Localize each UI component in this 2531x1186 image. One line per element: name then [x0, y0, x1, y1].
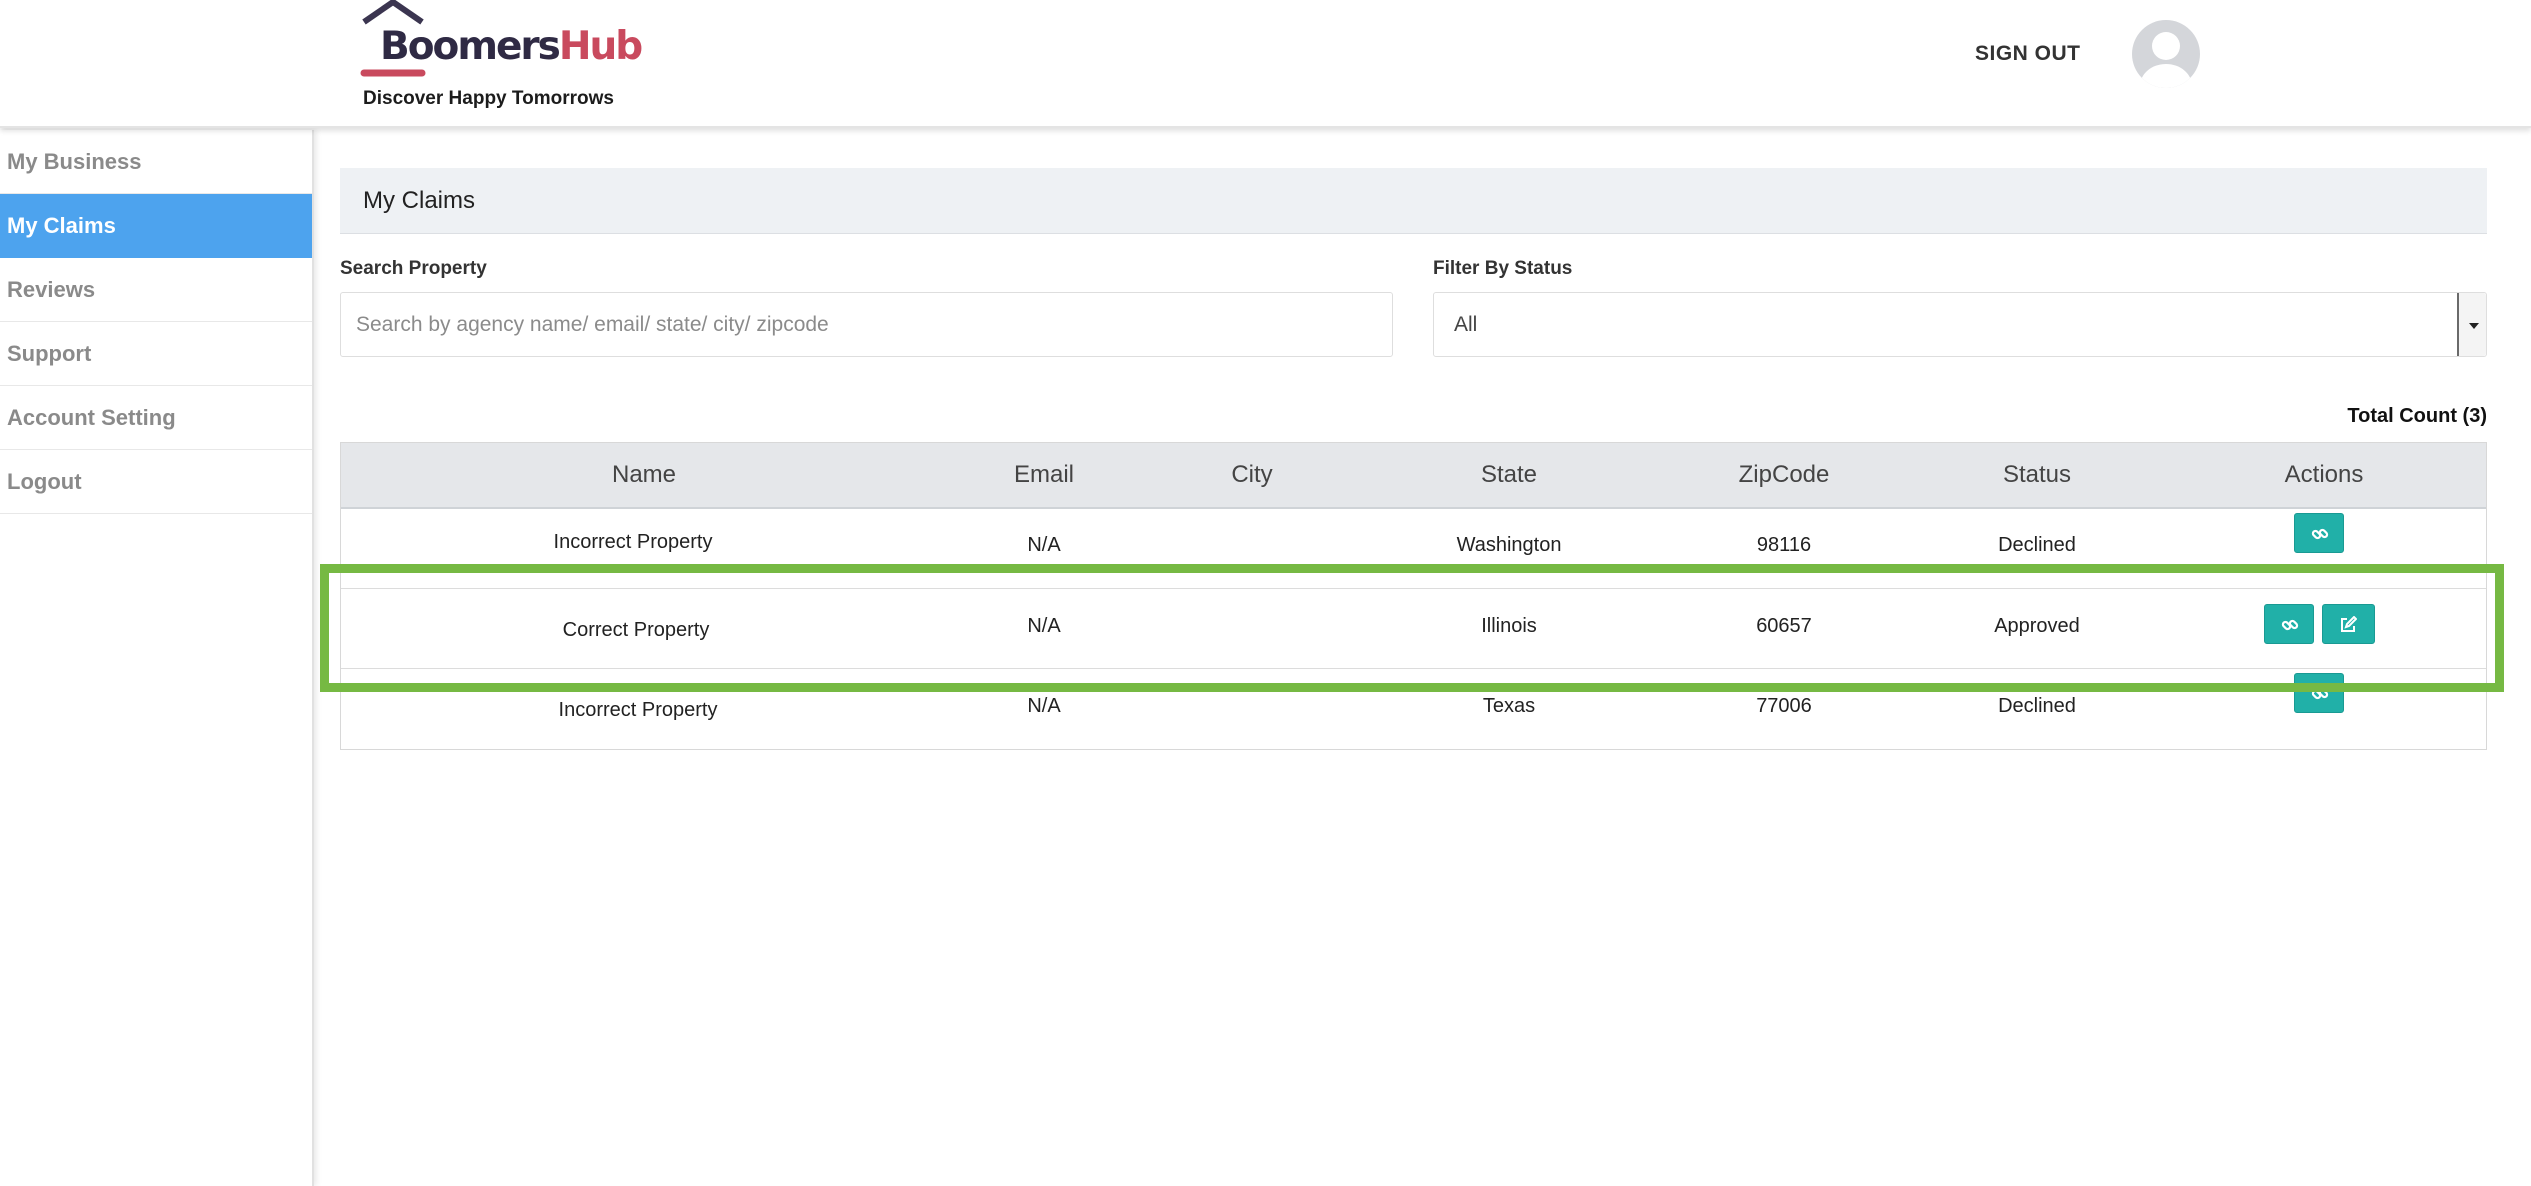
sidebar-item-my-business[interactable]: My Business	[0, 130, 312, 194]
tagline: Discover Happy Tomorrows	[363, 88, 614, 109]
sign-out-button[interactable]: SIGN OUT	[1975, 42, 2081, 65]
logo-text-accent: Hub	[558, 24, 643, 69]
sidebar-item-reviews[interactable]: Reviews	[0, 258, 312, 322]
cell-state: Washington	[1456, 534, 1562, 556]
cell-status: Declined	[1998, 534, 2076, 556]
claims-table: Name Email City State ZipCode Status Act…	[340, 442, 2487, 750]
link-button[interactable]	[2264, 604, 2314, 644]
link-button[interactable]	[2294, 513, 2344, 553]
status-filter-value: All	[1454, 313, 1478, 336]
column-header-zipcode[interactable]: ZipCode	[1738, 461, 1830, 488]
filter-label: Filter By Status	[1433, 258, 1573, 279]
column-header-city[interactable]: City	[1231, 461, 1273, 488]
link-button[interactable]	[2294, 673, 2344, 713]
house-icon	[360, 0, 426, 77]
total-count: Total Count (3)	[2347, 405, 2487, 427]
sidebar-item-support[interactable]: Support	[0, 322, 312, 386]
logo-text-main: Boomers	[380, 24, 561, 69]
search-label: Search Property	[340, 258, 487, 279]
column-header-state[interactable]: State	[1480, 461, 1538, 488]
logo-wordmark: BoomersHub	[380, 24, 643, 69]
search-input[interactable]	[340, 292, 1393, 357]
sidebar-item-logout[interactable]: Logout	[0, 450, 312, 514]
link-icon	[2311, 688, 2329, 700]
sidebar-item-my-claims[interactable]: My Claims	[0, 194, 312, 258]
page-title: My Claims	[363, 187, 475, 214]
link-icon	[2281, 619, 2299, 631]
caret-down-icon[interactable]	[2457, 293, 2486, 356]
top-header: BoomersHub Discover Happy Tomorrows SIGN…	[0, 0, 2531, 128]
edit-icon	[2341, 616, 2357, 632]
link-icon	[2311, 528, 2329, 540]
cell-name: Incorrect Property	[553, 531, 713, 553]
sidebar-item-account-setting[interactable]: Account Setting	[0, 386, 312, 450]
table-row: Correct Property N/A Illinois 60657 Appr…	[341, 589, 2486, 669]
avatar[interactable]	[2132, 20, 2200, 88]
cell-zipcode: 98116	[1756, 534, 1812, 556]
sidebar: My Business My Claims Reviews Support Ac…	[0, 130, 314, 1186]
cell-zipcode: 60657	[1756, 615, 1812, 637]
cell-state: Texas	[1482, 695, 1536, 717]
column-header-email[interactable]: Email	[1013, 461, 1075, 488]
column-header-name[interactable]: Name	[611, 461, 677, 488]
cell-email: N/A	[1027, 615, 1061, 637]
cell-zipcode: 77006	[1756, 695, 1812, 717]
column-header-actions: Actions	[2284, 461, 2364, 488]
cell-status: Declined	[1998, 695, 2076, 717]
cell-state: Illinois	[1481, 615, 1537, 637]
table-header: Name Email City State ZipCode Status Act…	[341, 443, 2486, 509]
column-header-status[interactable]: Status	[2002, 461, 2072, 488]
cell-name: Incorrect Property	[558, 699, 718, 721]
cell-email: N/A	[1027, 534, 1061, 556]
edit-button[interactable]	[2322, 604, 2375, 644]
cell-status: Approved	[1994, 615, 2080, 637]
boomershub-logo[interactable]: BoomersHub	[360, 0, 643, 116]
table-row: Incorrect Property N/A Washington 98116 …	[341, 509, 2486, 589]
cell-name: Correct Property	[562, 619, 710, 641]
page-title-bar: My Claims	[340, 168, 2487, 234]
status-filter-select[interactable]: All	[1433, 292, 2487, 357]
table-row: Incorrect Property N/A Texas 77006 Decli…	[341, 669, 2486, 749]
user-avatar-icon	[2132, 20, 2200, 88]
cell-email: N/A	[1027, 695, 1061, 717]
